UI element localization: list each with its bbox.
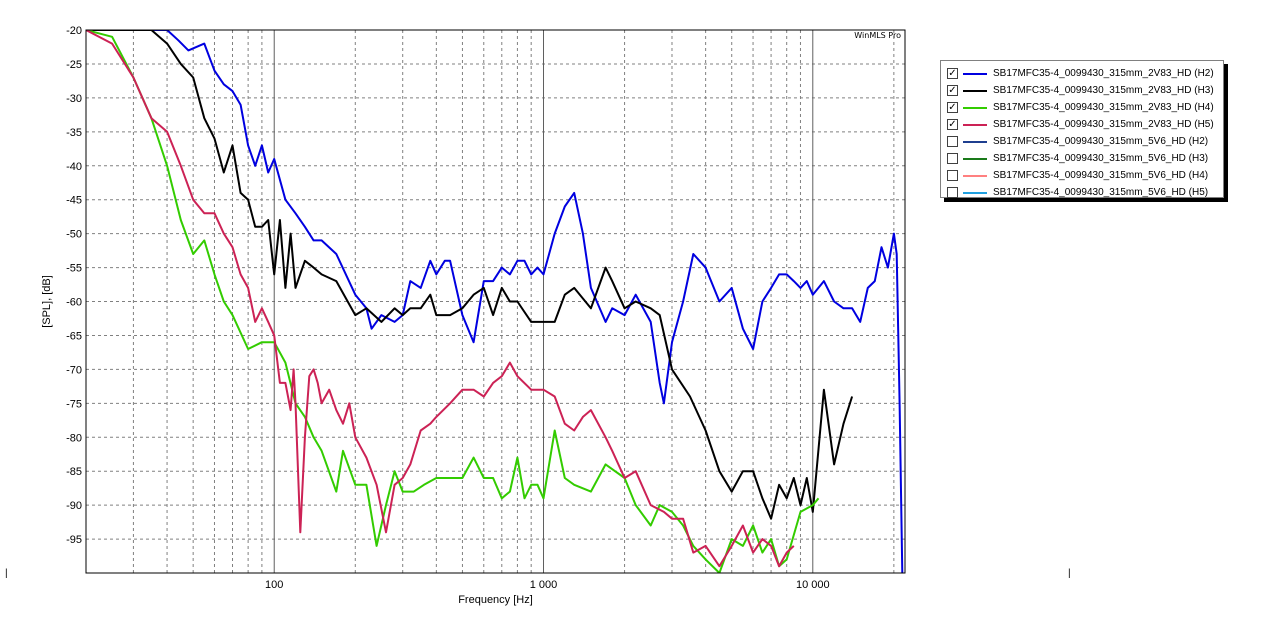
legend-item[interactable]: ✓ SB17MFC35-4_0099430_315mm_2V83_HD (H2) (941, 65, 1223, 82)
y-tick-label: -95 (66, 534, 82, 546)
legend-item[interactable]: SB17MFC35-4_0099430_315mm_5V6_HD (H5) (941, 184, 1223, 201)
x-tick-labels: 100 1 000 10 000 (265, 579, 830, 591)
y-tick-label: -35 (66, 127, 82, 139)
legend-checkbox[interactable] (947, 136, 958, 147)
legend-swatch (963, 140, 987, 143)
legend-swatch (963, 191, 987, 194)
series-line-3 (86, 30, 820, 573)
edge-marker-right: | (1068, 568, 1071, 579)
y-tick-label: -80 (66, 432, 82, 444)
legend-label: SB17MFC35-4_0099430_315mm_2V83_HD (H5) (993, 119, 1214, 130)
y-tick-label: -25 (66, 59, 82, 71)
legend-checkbox[interactable]: ✓ (947, 118, 958, 130)
y-tick-label: -85 (66, 466, 82, 478)
legend-swatch (963, 157, 987, 160)
x-axis-label: Frequency [Hz] (458, 594, 533, 606)
legend-item[interactable]: SB17MFC35-4_0099430_315mm_5V6_HD (H3) (941, 150, 1223, 167)
grid-lines (85, 29, 905, 573)
y-tick-label: -60 (66, 297, 82, 309)
legend-swatch (963, 72, 987, 75)
series-layer (86, 30, 904, 573)
y-tick-label: -20 (66, 25, 82, 37)
legend-item[interactable]: SB17MFC35-4_0099430_315mm_5V6_HD (H2) (941, 133, 1223, 150)
legend-label: SB17MFC35-4_0099430_315mm_2V83_HD (H4) (993, 102, 1214, 113)
x-tick-label: 100 (265, 579, 283, 591)
series-line-1 (151, 30, 904, 573)
legend-swatch (963, 123, 987, 126)
brand-label: WinMLS Pro (854, 31, 901, 40)
legend-checkbox[interactable]: ✓ (947, 101, 958, 113)
legend-checkbox[interactable] (947, 170, 958, 181)
legend-item[interactable]: ✓ SB17MFC35-4_0099430_315mm_2V83_HD (H5) (941, 116, 1223, 133)
legend-swatch (963, 106, 987, 109)
legend-swatch (963, 174, 987, 177)
legend-checkbox[interactable] (947, 153, 958, 164)
legend-checkbox[interactable]: ✓ (947, 84, 958, 96)
legend-item[interactable]: SB17MFC35-4_0099430_315mm_5V6_HD (H4) (941, 167, 1223, 184)
y-tick-labels: -20 -25 -30 -35 -40 -45 -50 -55 -60 -65 -70 -75 -80 -… (66, 25, 82, 546)
y-tick-label: -30 (66, 93, 82, 105)
legend-checkbox[interactable] (947, 187, 958, 198)
legend-label: SB17MFC35-4_0099430_315mm_5V6_HD (H4) (993, 170, 1209, 181)
y-tick-label: -40 (66, 161, 82, 173)
y-tick-label: -65 (66, 330, 82, 342)
legend-item[interactable]: ✓ SB17MFC35-4_0099430_315mm_2V83_HD (H3) (941, 82, 1223, 99)
x-tick-label: 10 000 (796, 579, 830, 591)
edge-marker-left: | (5, 568, 8, 579)
y-tick-label: -90 (66, 500, 82, 512)
legend: ✓ SB17MFC35-4_0099430_315mm_2V83_HD (H2) ✓… (940, 60, 1224, 198)
y-axis-label: [SPL], [dB] (41, 275, 53, 328)
legend-item[interactable]: ✓ SB17MFC35-4_0099430_315mm_2V83_HD (H4) (941, 99, 1223, 116)
y-tick-label: -75 (66, 398, 82, 410)
y-tick-label: -55 (66, 263, 82, 275)
legend-label: SB17MFC35-4_0099430_315mm_5V6_HD (H2) (993, 136, 1209, 147)
y-tick-label: -70 (66, 364, 82, 376)
legend-label: SB17MFC35-4_0099430_315mm_5V6_HD (H5) (993, 187, 1209, 198)
legend-label: SB17MFC35-4_0099430_315mm_2V83_HD (H2) (993, 68, 1214, 79)
series-line-2 (86, 30, 854, 520)
legend-label: SB17MFC35-4_0099430_315mm_5V6_HD (H3) (993, 153, 1209, 164)
legend-checkbox[interactable]: ✓ (947, 67, 958, 79)
legend-swatch (963, 89, 987, 92)
plot-frame (85, 29, 906, 574)
series-line-4 (86, 30, 795, 568)
x-tick-label: 1 000 (530, 579, 558, 591)
y-tick-label: -50 (66, 229, 82, 241)
legend-label: SB17MFC35-4_0099430_315mm_2V83_HD (H3) (993, 85, 1214, 96)
y-tick-label: -45 (66, 195, 82, 207)
